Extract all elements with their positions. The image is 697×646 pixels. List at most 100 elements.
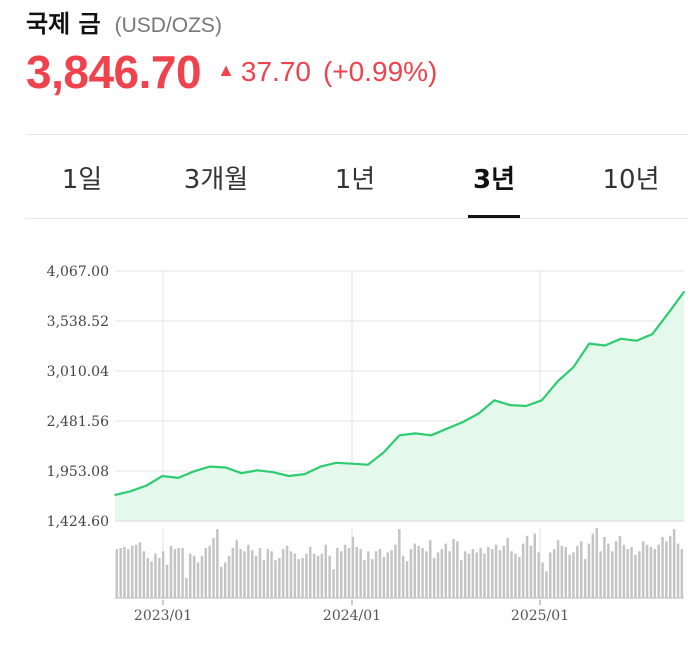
volume-bar	[382, 556, 386, 598]
volume-bar	[312, 553, 316, 598]
volume-bar	[150, 561, 153, 598]
data-point	[398, 434, 401, 437]
volume-bar	[556, 540, 560, 598]
tab-10y[interactable]: 10년	[583, 150, 679, 216]
volume-bar	[293, 553, 297, 598]
volume-bar	[460, 560, 463, 598]
data-point	[509, 404, 511, 406]
volume-bar	[378, 549, 382, 598]
volume-bar	[611, 551, 614, 598]
volume-bar	[223, 562, 227, 598]
volume-bar	[622, 544, 626, 598]
volume-bar	[115, 549, 118, 598]
volume-bar	[661, 536, 664, 598]
data-point	[619, 338, 622, 340]
x-tick-label: 2025/01	[511, 608, 569, 624]
data-point	[477, 412, 480, 415]
tab-3m[interactable]: 3개월	[168, 150, 264, 216]
volume-bar	[549, 552, 552, 598]
volume-bar	[645, 544, 649, 598]
volume-bar	[545, 571, 548, 598]
volume-bar	[343, 544, 347, 598]
volume-bar	[134, 544, 138, 598]
volume-bar	[247, 544, 250, 598]
volume-bar	[572, 552, 575, 598]
volume-bar	[672, 529, 676, 598]
data-point	[414, 432, 417, 435]
volume-bar	[595, 528, 598, 598]
data-point	[382, 451, 385, 454]
data-point	[635, 339, 638, 342]
volume-bar	[320, 553, 324, 598]
tab-1y[interactable]: 1년	[307, 150, 403, 216]
y-tick-label: 1,953.08	[47, 464, 109, 480]
volume-bar	[216, 529, 219, 598]
volume-bar	[514, 553, 517, 598]
volume-bar	[413, 543, 416, 598]
volume-bar	[521, 543, 525, 598]
volume-bar	[456, 541, 459, 598]
volume-bar	[243, 551, 246, 598]
volume-bar	[371, 559, 374, 598]
volume-bar	[173, 549, 177, 598]
volume-bar	[626, 549, 629, 598]
volume-bar	[374, 551, 378, 598]
tab-label: 1일	[61, 165, 103, 195]
volume-bar	[510, 551, 513, 598]
volume-bar	[185, 578, 188, 598]
change-value: 37.70	[240, 56, 311, 87]
volume-bar	[599, 551, 602, 598]
volume-bar	[285, 545, 289, 598]
volume-bar	[196, 562, 200, 598]
series-area	[115, 291, 684, 521]
volume-bar	[498, 550, 502, 598]
volume-bar	[467, 553, 471, 598]
volume-bar	[680, 549, 684, 598]
volume-bar	[583, 559, 587, 598]
period-tabs: 1일 3개월 1년 3년 10년	[0, 150, 697, 220]
tab-1d[interactable]: 1일	[34, 150, 130, 216]
volume-bar	[417, 545, 420, 598]
volume-bar	[336, 548, 339, 598]
volume-bar	[541, 562, 544, 598]
y-tick-label: 4,067.00	[47, 264, 109, 280]
y-tick-label: 1,424.60	[47, 514, 109, 530]
data-point	[114, 494, 116, 496]
data-point	[224, 466, 227, 469]
volume-bar	[332, 569, 335, 598]
data-point	[430, 434, 432, 437]
volume-bar	[525, 535, 529, 598]
volume-bar	[603, 536, 606, 598]
volume-bar	[444, 543, 447, 598]
volume-bar	[568, 554, 571, 598]
volume-bar	[587, 543, 591, 598]
volume-bar	[351, 536, 355, 598]
volume-bar	[131, 545, 134, 598]
volume-bar	[618, 535, 622, 598]
data-point	[572, 366, 575, 369]
data-point	[525, 405, 527, 407]
volume-bar	[177, 548, 180, 598]
y-tick-label: 3,010.04	[47, 364, 109, 380]
volume-bar	[653, 549, 656, 598]
volume-bar	[560, 545, 564, 598]
volume-bar	[281, 549, 285, 598]
volume-bar	[181, 548, 184, 598]
volume-bar	[192, 555, 196, 598]
tab-label: 10년	[602, 165, 660, 195]
volume-bar	[401, 555, 405, 598]
volume-bar	[324, 544, 327, 598]
y-tick-label: 3,538.52	[47, 314, 109, 330]
tab-3y[interactable]: 3년	[446, 150, 542, 218]
volume-bar	[483, 553, 486, 598]
x-tick-label: 2023/01	[134, 608, 192, 624]
volume-bar	[452, 539, 455, 598]
data-point	[588, 342, 590, 345]
volume-bar	[676, 543, 680, 598]
volume-bar	[123, 546, 126, 598]
volume-bar	[665, 541, 668, 598]
data-point	[161, 475, 164, 477]
triangle-up-icon: ▲	[217, 59, 235, 80]
volume-bar	[309, 546, 312, 598]
volume-bar	[154, 553, 157, 598]
